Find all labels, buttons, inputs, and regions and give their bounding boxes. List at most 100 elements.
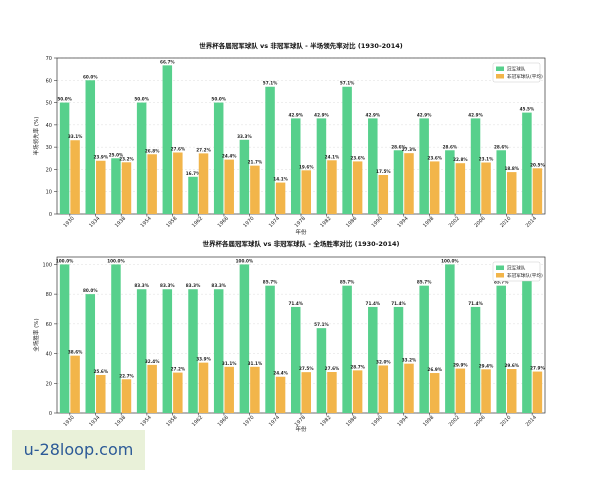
chart1-x-tick-label: 1994 [396, 216, 409, 229]
chart2-bar-champion [368, 306, 378, 413]
chart1-data-label: 26.8% [145, 148, 160, 153]
chart1-data-label: 60.0% [83, 74, 98, 79]
chart2-x-tick-label: 1966 [217, 415, 230, 428]
chart2-x-tick-label: 1990 [371, 415, 384, 428]
chart1-data-label: 42.9% [417, 112, 432, 117]
chart1-bar-champion [239, 139, 250, 214]
chart2-data-label: 31.1% [222, 361, 237, 366]
chart2-data-label: 32.0% [376, 359, 391, 364]
chart1-bar-nonchampion [198, 153, 209, 214]
chart1-bar-nonchampion [429, 161, 440, 214]
chart2-data-label: 71.4% [366, 301, 381, 306]
chart2-data-label: 26.9% [427, 367, 442, 372]
chart1-bar-champion [290, 118, 301, 214]
chart1-x-tick-label: 1930 [63, 216, 76, 229]
chart1-bar-champion [136, 102, 147, 214]
chart2-data-label: 29.9% [453, 363, 468, 368]
chart1-y-tick-label: 50 [46, 101, 52, 107]
chart1-data-label: 23.9% [94, 155, 109, 160]
chart1-data-label: 27.3% [402, 147, 417, 152]
chart1-data-label: 66.7% [160, 59, 175, 64]
chart1-bar-champion [393, 150, 404, 214]
chart2-bar-nonchampion [121, 379, 132, 413]
chart1-data-label: 45.5% [520, 107, 535, 112]
chart1-data-label: 22.8% [453, 157, 468, 162]
chart2-bar-nonchampion [327, 371, 337, 413]
chart2-bar-nonchampion [275, 376, 286, 413]
chart1-data-label: 21.7% [248, 160, 263, 165]
chart2-data-label: 71.4% [468, 301, 483, 306]
chart1-data-label: 27.6% [171, 146, 186, 151]
chart2-bar-nonchampion [173, 372, 183, 413]
chart1-data-label: 14.1% [273, 177, 288, 182]
chart2-legend-label: 冠军球队 [507, 265, 526, 272]
chart2-data-label: 29.6% [504, 363, 519, 368]
chart1-bar-champion [59, 102, 70, 214]
chart2-title: 世界杯各届冠军球队 vs 非冠军球队 - 全场胜率对比 (1930-2014) [203, 239, 400, 248]
chart2-bar-nonchampion [404, 363, 414, 413]
chart1-bar-champion [496, 150, 506, 214]
chart2-x-tick-label: 1986 [345, 415, 358, 428]
chart2-data-label: 80.0% [83, 288, 98, 293]
chart1-y-tick-label: 70 [46, 56, 52, 62]
chart1-data-label: 24.4% [222, 154, 237, 159]
chart1-bar-champion [111, 158, 121, 214]
chart1-x-tick-label: 1970 [242, 216, 255, 229]
chart1-data-label: 42.9% [314, 112, 329, 117]
chart1-legend-box [492, 62, 541, 83]
chart2-y-axis-label: 全场胜率 (%) [32, 318, 40, 351]
chart1-bar-champion [419, 118, 429, 214]
chart2-bar-champion [188, 289, 198, 413]
chart2-bar-champion [445, 264, 455, 413]
chart2-bar-nonchampion [147, 364, 157, 413]
chart1-data-label: 24.1% [325, 154, 340, 159]
chart2-data-label: 83.3% [186, 283, 201, 288]
chart2-bar-champion [393, 306, 404, 413]
chart1-x-tick-label: 1954 [140, 216, 153, 229]
chart1-bar-champion [368, 118, 378, 214]
chart2-y-tick-label: 60 [46, 322, 52, 328]
chart1-x-tick-label: 2014 [525, 216, 538, 229]
chart1-bar-champion [342, 86, 352, 214]
chart1-legend-swatch [496, 66, 504, 71]
chart2-data-label: 71.4% [288, 301, 303, 306]
chart1-bar-nonchampion [275, 182, 286, 214]
chart2-bar-nonchampion [70, 355, 80, 413]
chart2-x-tick-label: 2002 [448, 415, 461, 428]
chart1-bar-nonchampion [327, 160, 337, 214]
chart1-bar-nonchampion [70, 140, 80, 214]
chart1-data-label: 42.9% [288, 112, 303, 117]
chart2-bar-champion [59, 264, 70, 413]
chart1-bar-nonchampion [96, 160, 106, 214]
chart2-data-label: 33.2% [402, 358, 417, 363]
chart1-data-label: 50.0% [211, 97, 226, 102]
chart1-x-tick-label: 1974 [268, 216, 281, 229]
chart2-legend-swatch [496, 273, 504, 278]
chart1-bar-champion [522, 112, 532, 214]
chart2-data-label: 57.1% [314, 322, 329, 327]
chart2-bar-champion [496, 285, 506, 413]
chart1-bar-champion [470, 118, 481, 214]
chart2-y-tick-label: 80 [46, 292, 52, 298]
chart2-bar-champion [213, 289, 224, 413]
chart2-x-tick-label: 1930 [63, 415, 76, 428]
chart1-x-tick-label: 2010 [499, 216, 512, 229]
chart1-legend-swatch [496, 74, 504, 79]
chart1-bar-nonchampion [301, 170, 312, 214]
chart2-data-label: 85.7% [417, 280, 432, 285]
chart2-bar-nonchampion [352, 370, 363, 413]
chart2-data-label: 71.4% [391, 301, 406, 306]
chart2-y-tick-label: 40 [46, 352, 52, 358]
chart2-bar-nonchampion [250, 366, 260, 413]
chart2-data-label: 85.7% [340, 280, 355, 285]
chart2-bar-nonchampion [198, 362, 209, 413]
chart1-x-tick-label: 1958 [165, 216, 178, 229]
chart1-data-label: 28.6% [391, 144, 406, 149]
chart2-x-axis-label: 年份 [295, 425, 307, 433]
chart1-bar-champion [213, 102, 224, 214]
chart1-y-tick-label: 60 [46, 78, 52, 84]
chart2-data-label: 31.1% [248, 361, 263, 366]
chart2-x-tick-label: 1982 [319, 415, 332, 428]
chart1-x-tick-label: 1990 [371, 216, 384, 229]
